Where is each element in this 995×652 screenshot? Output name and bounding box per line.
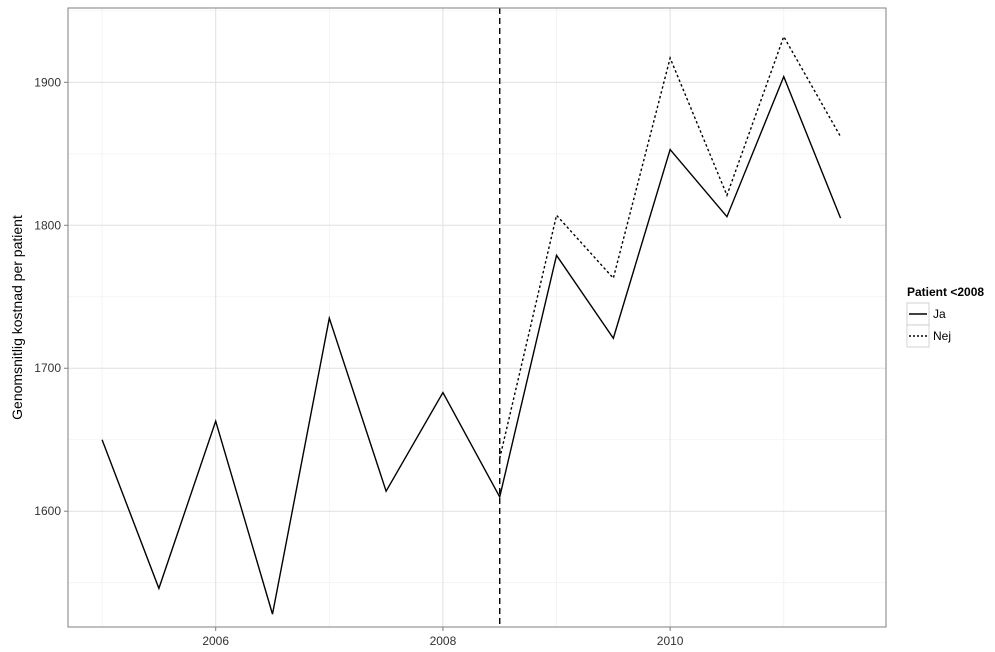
plot-panel-border xyxy=(67,7,887,628)
major-gridlines xyxy=(68,8,886,627)
series-layer xyxy=(101,34,842,615)
legend-title: Patient <2008 xyxy=(907,285,984,299)
y-tick-label: 1700 xyxy=(34,361,61,375)
x-tick-label: 2010 xyxy=(657,634,684,648)
series-line-nej xyxy=(499,34,842,459)
legend-label-nej: Nej xyxy=(933,329,951,343)
y-tick-label: 1600 xyxy=(34,504,61,518)
x-axis: 2006 2008 2010 xyxy=(202,627,684,648)
x-tick-label: 2006 xyxy=(202,634,229,648)
legend: Patient <2008 Ja Nej xyxy=(906,285,984,348)
x-tick-label: 2008 xyxy=(430,634,457,648)
y-tick-label: 1900 xyxy=(34,75,61,89)
legend-label-ja: Ja xyxy=(933,307,946,321)
y-axis: 1600 1700 1800 1900 xyxy=(34,75,68,518)
minor-gridlines xyxy=(68,8,886,627)
y-axis-title: Genomsnitlig kostnad per patient xyxy=(9,215,25,420)
plot-panel xyxy=(68,8,886,627)
series-line-ja xyxy=(101,74,842,615)
y-tick-label: 1800 xyxy=(34,218,61,232)
